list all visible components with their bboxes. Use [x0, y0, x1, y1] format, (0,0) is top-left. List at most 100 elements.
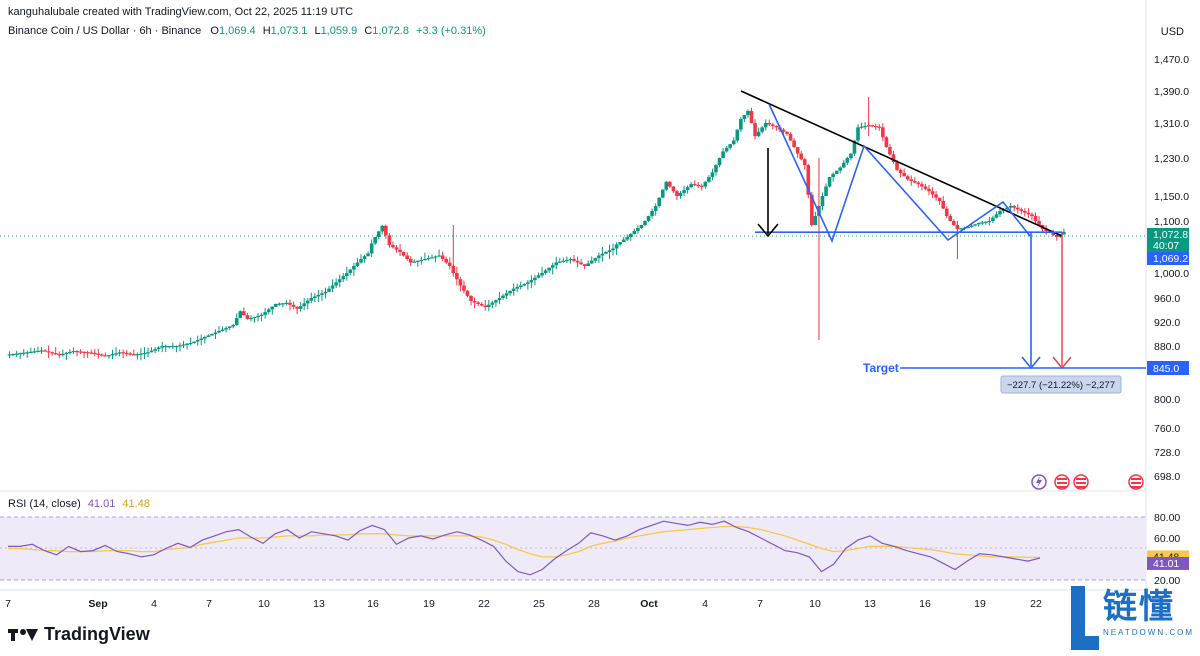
candle-body [124, 352, 129, 355]
candle-body [579, 262, 583, 265]
candle-body [220, 329, 225, 331]
prev-close-text: 1,069.2 [1153, 253, 1188, 265]
time-tick-label: 16 [919, 598, 931, 610]
price-tick-label: 1,470.0 [1154, 54, 1189, 66]
candle-body [646, 216, 651, 221]
candle-body [469, 295, 473, 301]
candle-body [909, 179, 914, 181]
candle-body [604, 252, 608, 254]
candle-body [497, 298, 502, 301]
candle-body [923, 186, 928, 189]
rsi-value: 41.01 [87, 498, 116, 510]
time-tick-label: 13 [864, 598, 876, 610]
candle-body [1051, 233, 1056, 235]
candle-body [526, 282, 530, 284]
candle-body [742, 115, 747, 119]
candle-body [1012, 206, 1016, 208]
candle-body [259, 314, 264, 316]
candle-body [870, 125, 874, 127]
candle-body [1015, 207, 1020, 210]
candle-body [668, 181, 672, 187]
candle-body [61, 353, 65, 356]
symbol-legend: Binance Coin / US Dollar · 6h · Binance … [8, 25, 486, 37]
candle-body [199, 338, 204, 340]
candle-body [998, 211, 1002, 215]
candle-body [401, 252, 406, 256]
price-tick-label: 698.0 [1154, 471, 1180, 483]
rsi-ma-value: 41.48 [122, 498, 150, 510]
lightning-icon [1036, 476, 1042, 488]
candle-body [458, 279, 463, 286]
candle-body [792, 140, 796, 148]
price-tick-label: 1,150.0 [1154, 191, 1189, 203]
candle-body [639, 225, 644, 228]
candle-body [565, 259, 569, 262]
candle-body [171, 346, 175, 348]
candle-body [252, 316, 257, 319]
chart-credit: kanguhalubale created with TradingView.c… [8, 6, 354, 18]
rsi-tick-label: 80.00 [1154, 512, 1180, 524]
close-label: C [364, 25, 373, 37]
candle-body [291, 304, 296, 307]
candle-body [341, 276, 346, 280]
candle-body [416, 260, 420, 262]
candle-body [320, 293, 324, 295]
time-tick-label: 7 [5, 598, 11, 610]
candle-body [934, 194, 938, 198]
candle-body [973, 224, 977, 226]
candle-body [984, 221, 988, 223]
event-icons[interactable] [1031, 474, 1144, 490]
tradingview-brand[interactable]: TradingView [8, 624, 150, 645]
candle-body [746, 111, 750, 115]
candle-body [629, 234, 633, 237]
candle-body [1055, 235, 1059, 237]
candle-body [678, 193, 683, 196]
candle-body [444, 259, 448, 263]
candle-body [554, 262, 559, 266]
candle-body [852, 140, 857, 154]
candle-body [529, 280, 534, 283]
candle-body [423, 259, 427, 261]
candle-body [330, 285, 335, 289]
price-badges: 1,072.840:071,069.2 845.0 [1147, 228, 1189, 375]
open-value: 1,069.4 [218, 25, 256, 37]
currency-label[interactable]: USD [1160, 26, 1184, 38]
candle-body [185, 343, 189, 345]
candle-body [146, 352, 150, 354]
candle-body [100, 354, 104, 356]
candle-body [515, 287, 519, 289]
candle-body [944, 208, 949, 216]
candle-body [14, 353, 19, 355]
candle-body [249, 317, 253, 320]
candle-body [57, 353, 62, 356]
candle-body [653, 206, 658, 211]
candle-body [749, 111, 754, 123]
candle-body [714, 165, 718, 173]
candle-body [707, 177, 711, 182]
candle-body [18, 353, 22, 355]
candle-body [85, 352, 90, 354]
candle-body [110, 354, 115, 356]
candle-body [572, 259, 576, 261]
candle-body [132, 354, 136, 356]
time-tick-label: 10 [258, 598, 270, 610]
candle-body [490, 302, 495, 305]
brand-name: TradingView [44, 624, 150, 644]
candle-body [959, 228, 963, 230]
candle-body [455, 273, 459, 280]
candle-body [430, 257, 434, 259]
candle-body [89, 352, 93, 354]
candle-body [831, 173, 835, 177]
rsi-tick-label: 60.00 [1154, 533, 1180, 545]
candle-body [149, 350, 154, 353]
candle-body [859, 126, 864, 128]
candle-body [284, 302, 289, 304]
flag-stripe-icon [1076, 478, 1086, 480]
descending-trendline [740, 90, 1063, 237]
flag-stripe-icon [1131, 478, 1141, 480]
candle-body [384, 225, 388, 236]
candle-body [1026, 212, 1031, 215]
candle-body [881, 127, 885, 138]
candle-body [643, 221, 647, 225]
rsi-legend[interactable]: RSI (14, close) 41.01 41.48 [8, 498, 150, 510]
